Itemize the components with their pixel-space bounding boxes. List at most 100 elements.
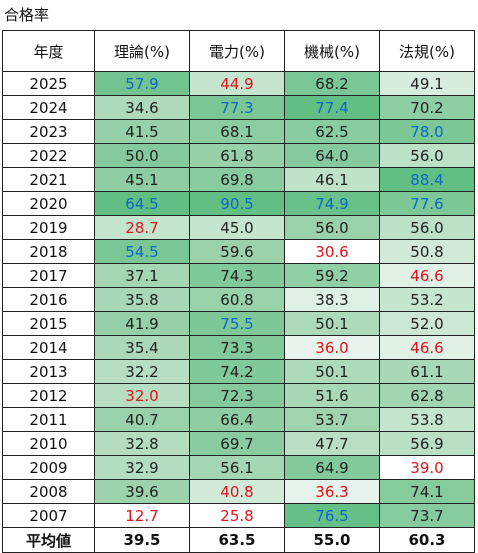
machine-cell[interactable]: 64.9 xyxy=(284,455,380,480)
law-cell[interactable]: 74.1 xyxy=(379,479,475,504)
year-cell[interactable]: 2023 xyxy=(2,119,95,144)
machine-cell[interactable]: 53.7 xyxy=(284,407,380,432)
machine-cell[interactable]: 47.7 xyxy=(284,431,380,456)
theory-cell[interactable]: 57.9 xyxy=(94,71,190,96)
power-cell[interactable]: 90.5 xyxy=(189,191,285,216)
law-cell[interactable]: 56.0 xyxy=(379,215,475,240)
theory-cell[interactable]: 12.7 xyxy=(94,503,190,528)
machine-cell[interactable]: 77.4 xyxy=(284,95,380,120)
machine-cell[interactable]: 74.9 xyxy=(284,191,380,216)
average-law[interactable]: 60.3 xyxy=(379,527,475,553)
power-cell[interactable]: 60.8 xyxy=(189,287,285,312)
power-cell[interactable]: 69.7 xyxy=(189,431,285,456)
power-cell[interactable]: 73.3 xyxy=(189,335,285,360)
theory-cell[interactable]: 35.4 xyxy=(94,335,190,360)
year-cell[interactable]: 2013 xyxy=(2,359,95,384)
year-cell[interactable]: 2010 xyxy=(2,431,95,456)
theory-cell[interactable]: 50.0 xyxy=(94,143,190,168)
header-law[interactable]: 法規(%) xyxy=(379,30,475,72)
year-cell[interactable]: 2009 xyxy=(2,455,95,480)
theory-cell[interactable]: 41.9 xyxy=(94,311,190,336)
theory-cell[interactable]: 32.9 xyxy=(94,455,190,480)
machine-cell[interactable]: 62.5 xyxy=(284,119,380,144)
machine-cell[interactable]: 46.1 xyxy=(284,167,380,192)
year-cell[interactable]: 2014 xyxy=(2,335,95,360)
machine-cell[interactable]: 51.6 xyxy=(284,383,380,408)
year-cell[interactable]: 2011 xyxy=(2,407,95,432)
average-label[interactable]: 平均値 xyxy=(2,527,95,553)
year-cell[interactable]: 2019 xyxy=(2,215,95,240)
year-cell[interactable]: 2025 xyxy=(2,71,95,96)
year-cell[interactable]: 2008 xyxy=(2,479,95,504)
law-cell[interactable]: 61.1 xyxy=(379,359,475,384)
law-cell[interactable]: 52.0 xyxy=(379,311,475,336)
power-cell[interactable]: 44.9 xyxy=(189,71,285,96)
theory-cell[interactable]: 39.6 xyxy=(94,479,190,504)
year-cell[interactable]: 2017 xyxy=(2,263,95,288)
machine-cell[interactable]: 59.2 xyxy=(284,263,380,288)
law-cell[interactable]: 46.6 xyxy=(379,335,475,360)
machine-cell[interactable]: 36.3 xyxy=(284,479,380,504)
theory-cell[interactable]: 40.7 xyxy=(94,407,190,432)
theory-cell[interactable]: 35.8 xyxy=(94,287,190,312)
power-cell[interactable]: 59.6 xyxy=(189,239,285,264)
law-cell[interactable]: 77.6 xyxy=(379,191,475,216)
year-cell[interactable]: 2007 xyxy=(2,503,95,528)
power-cell[interactable]: 25.8 xyxy=(189,503,285,528)
theory-cell[interactable]: 32.8 xyxy=(94,431,190,456)
power-cell[interactable]: 40.8 xyxy=(189,479,285,504)
law-cell[interactable]: 78.0 xyxy=(379,119,475,144)
year-cell[interactable]: 2022 xyxy=(2,143,95,168)
header-year[interactable]: 年度 xyxy=(2,30,95,72)
theory-cell[interactable]: 32.2 xyxy=(94,359,190,384)
law-cell[interactable]: 56.0 xyxy=(379,143,475,168)
year-cell[interactable]: 2018 xyxy=(2,239,95,264)
theory-cell[interactable]: 37.1 xyxy=(94,263,190,288)
law-cell[interactable]: 62.8 xyxy=(379,383,475,408)
law-cell[interactable]: 39.0 xyxy=(379,455,475,480)
power-cell[interactable]: 66.4 xyxy=(189,407,285,432)
power-cell[interactable]: 74.2 xyxy=(189,359,285,384)
header-theory[interactable]: 理論(%) xyxy=(94,30,190,72)
power-cell[interactable]: 72.3 xyxy=(189,383,285,408)
year-cell[interactable]: 2021 xyxy=(2,167,95,192)
machine-cell[interactable]: 30.6 xyxy=(284,239,380,264)
law-cell[interactable]: 53.8 xyxy=(379,407,475,432)
year-cell[interactable]: 2012 xyxy=(2,383,95,408)
machine-cell[interactable]: 50.1 xyxy=(284,311,380,336)
average-power[interactable]: 63.5 xyxy=(189,527,285,553)
year-cell[interactable]: 2015 xyxy=(2,311,95,336)
average-machine[interactable]: 55.0 xyxy=(284,527,380,553)
power-cell[interactable]: 45.0 xyxy=(189,215,285,240)
power-cell[interactable]: 74.3 xyxy=(189,263,285,288)
law-cell[interactable]: 53.2 xyxy=(379,287,475,312)
header-power[interactable]: 電力(%) xyxy=(189,30,285,72)
theory-cell[interactable]: 28.7 xyxy=(94,215,190,240)
header-machine[interactable]: 機械(%) xyxy=(284,30,380,72)
theory-cell[interactable]: 34.6 xyxy=(94,95,190,120)
theory-cell[interactable]: 54.5 xyxy=(94,239,190,264)
law-cell[interactable]: 70.2 xyxy=(379,95,475,120)
power-cell[interactable]: 75.5 xyxy=(189,311,285,336)
power-cell[interactable]: 56.1 xyxy=(189,455,285,480)
year-cell[interactable]: 2016 xyxy=(2,287,95,312)
power-cell[interactable]: 61.8 xyxy=(189,143,285,168)
law-cell[interactable]: 50.8 xyxy=(379,239,475,264)
power-cell[interactable]: 69.8 xyxy=(189,167,285,192)
average-theory[interactable]: 39.5 xyxy=(94,527,190,553)
year-cell[interactable]: 2024 xyxy=(2,95,95,120)
year-cell[interactable]: 2020 xyxy=(2,191,95,216)
machine-cell[interactable]: 68.2 xyxy=(284,71,380,96)
law-cell[interactable]: 46.6 xyxy=(379,263,475,288)
machine-cell[interactable]: 38.3 xyxy=(284,287,380,312)
machine-cell[interactable]: 36.0 xyxy=(284,335,380,360)
theory-cell[interactable]: 41.5 xyxy=(94,119,190,144)
theory-cell[interactable]: 64.5 xyxy=(94,191,190,216)
power-cell[interactable]: 77.3 xyxy=(189,95,285,120)
power-cell[interactable]: 68.1 xyxy=(189,119,285,144)
machine-cell[interactable]: 76.5 xyxy=(284,503,380,528)
law-cell[interactable]: 56.9 xyxy=(379,431,475,456)
machine-cell[interactable]: 56.0 xyxy=(284,215,380,240)
law-cell[interactable]: 73.7 xyxy=(379,503,475,528)
machine-cell[interactable]: 64.0 xyxy=(284,143,380,168)
